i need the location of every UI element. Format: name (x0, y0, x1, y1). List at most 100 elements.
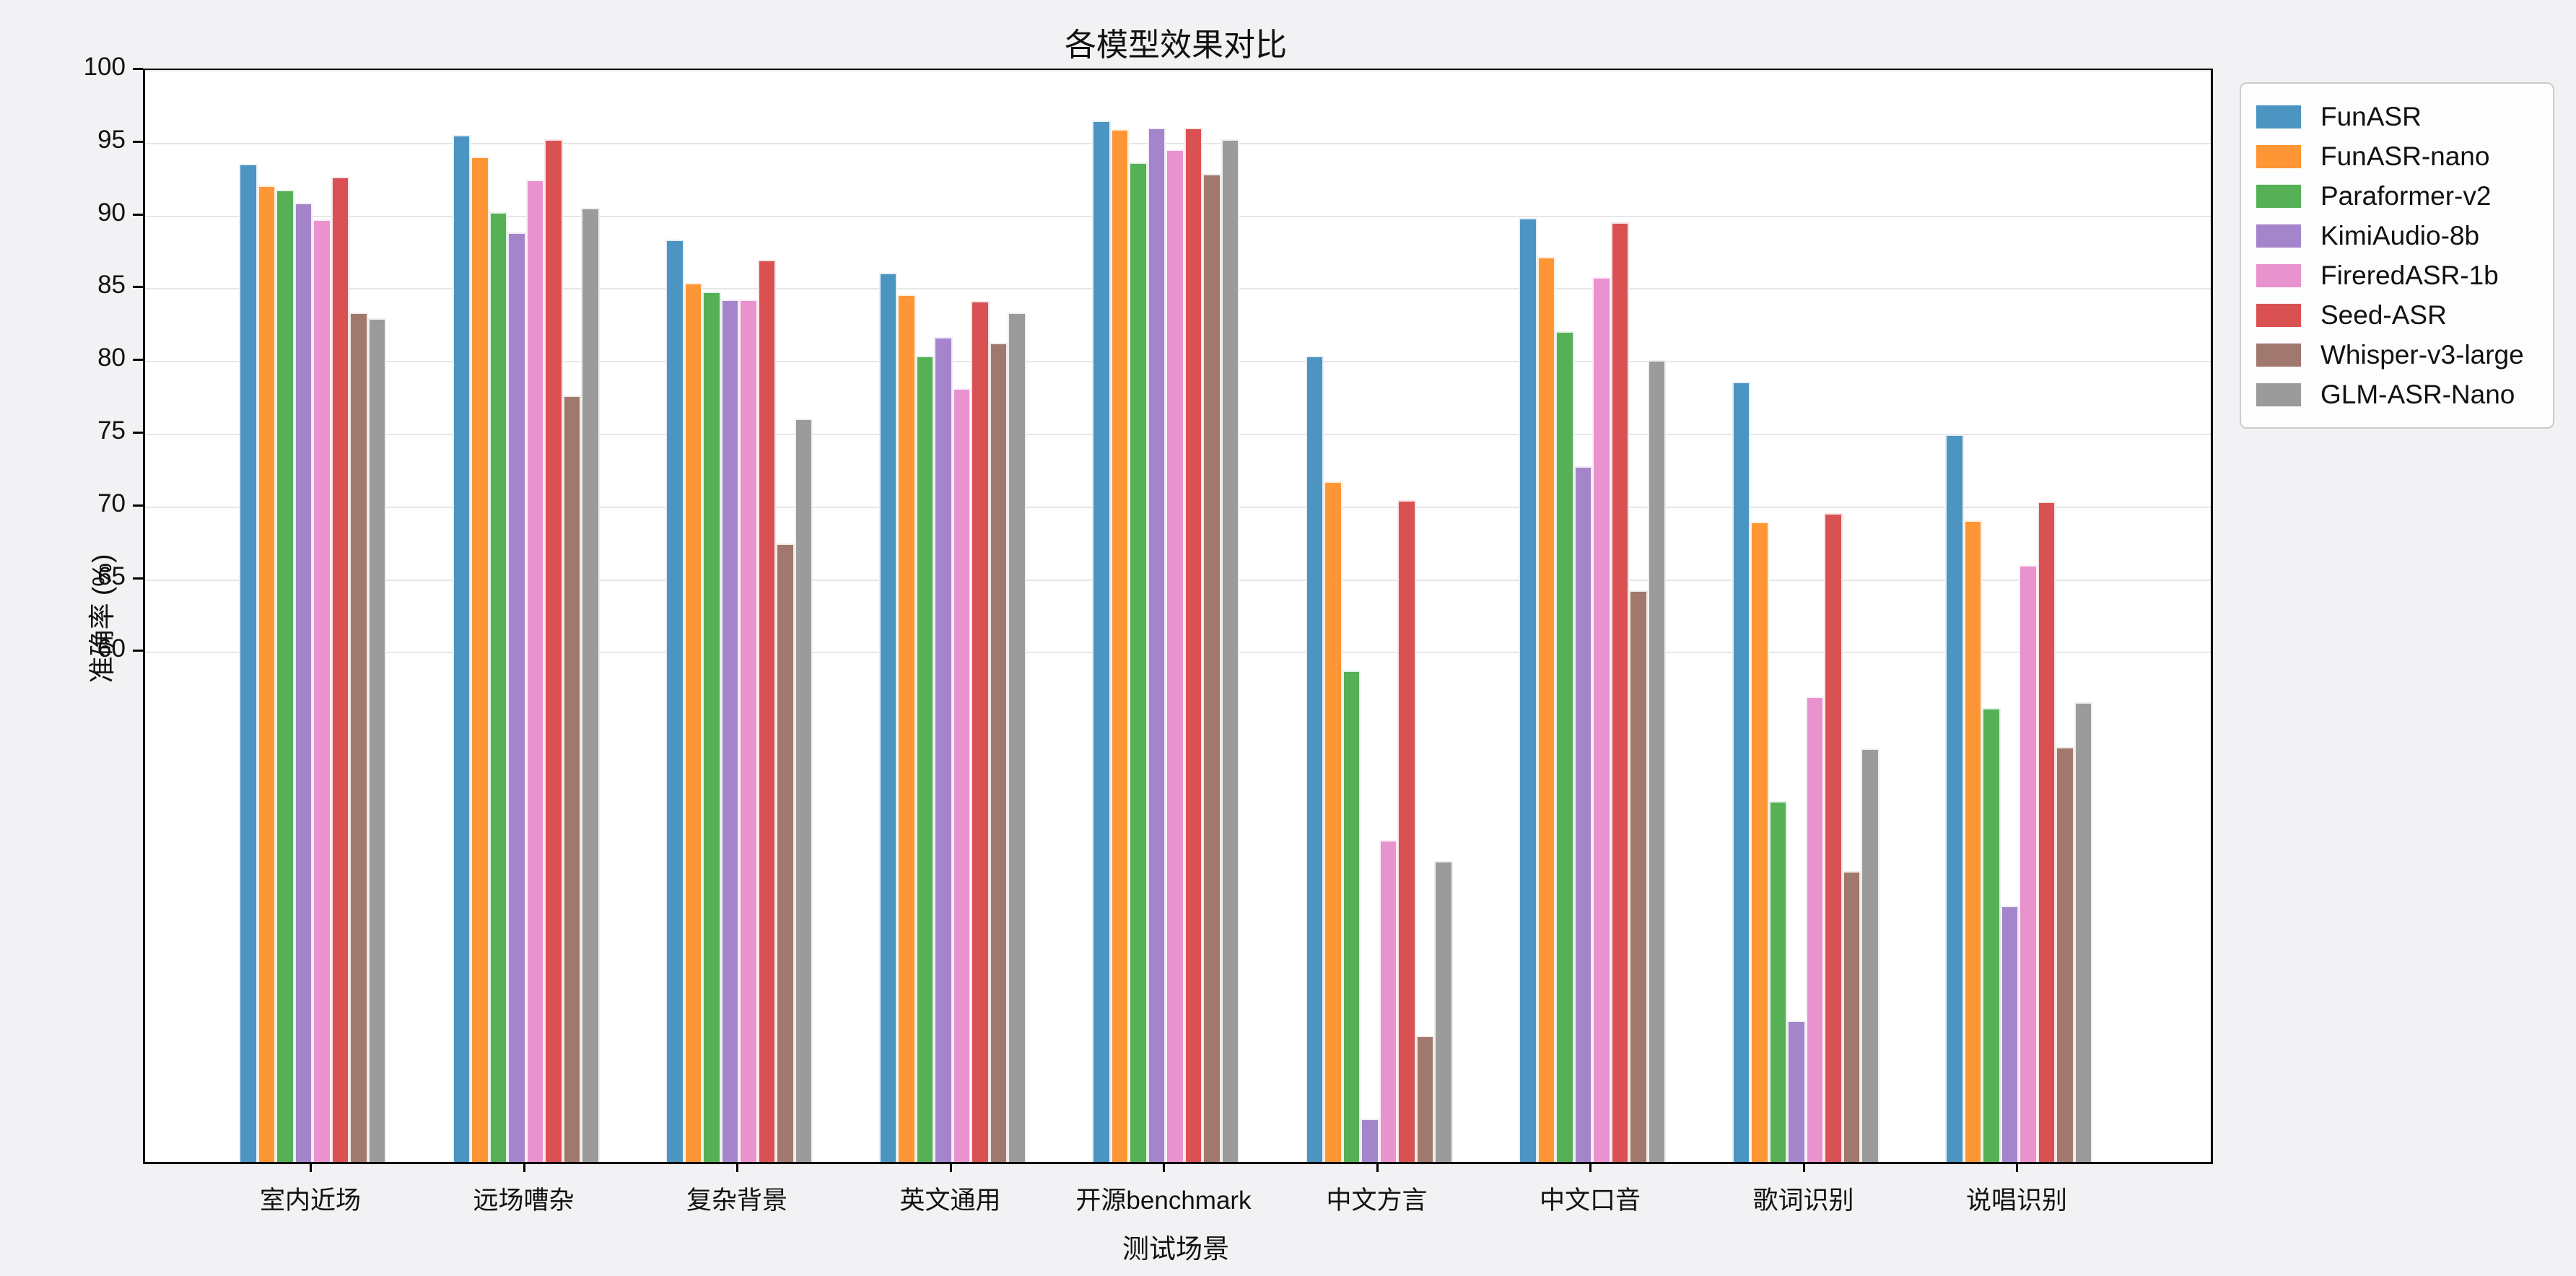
bar-Paraformer-v2-英文通用 (915, 356, 934, 1162)
legend-label: KimiAudio-8b (2320, 220, 2480, 250)
bar-FunASR-nano-复杂背景 (684, 283, 702, 1162)
bar-Seed-ASR-远场嘈杂 (544, 139, 563, 1162)
y-tick-label: 85 (97, 271, 126, 300)
legend-item-Seed-ASR: Seed-ASR (2256, 295, 2538, 335)
y-tick-label: 75 (97, 416, 126, 445)
bar-KimiAudio-8b-室内近场 (294, 203, 313, 1162)
bar-group-2 (452, 134, 600, 1162)
bar-Whisper-v3-large-歌词识别 (1842, 870, 1861, 1162)
y-tick-label: 65 (97, 561, 126, 590)
bar-KimiAudio-8b-英文通用 (934, 336, 953, 1162)
x-tick-label-6: 中文方言 (1326, 1187, 1428, 1215)
legend-label: Seed-ASR (2320, 300, 2447, 330)
x-tick-label-4: 英文通用 (899, 1187, 1001, 1215)
y-tick (133, 359, 143, 362)
legend-swatch (2256, 144, 2302, 169)
bar-Paraformer-v2-复杂背景 (702, 292, 721, 1162)
y-tick (133, 650, 143, 652)
legend-item-FireredASR-1b: FireredASR-1b (2256, 255, 2538, 295)
bar-Seed-ASR-中文口音 (1610, 222, 1629, 1162)
chart-title: 各模型效果对比 (1065, 27, 1287, 63)
bar-FunASR-nano-室内近场 (257, 185, 276, 1162)
bar-GLM-ASR-Nano-说唱识别 (2074, 702, 2092, 1162)
bar-FireredASR-1b-复杂背景 (739, 299, 758, 1162)
bar-Whisper-v3-large-远场嘈杂 (562, 395, 581, 1162)
bar-FunASR-英文通用 (878, 273, 897, 1162)
x-tick-label-2: 远场嘈杂 (473, 1187, 575, 1215)
bar-FunASR-nano-开源benchmark (1110, 128, 1129, 1162)
bar-FunASR-说唱识别 (1945, 434, 1964, 1162)
bar-GLM-ASR-Nano-英文通用 (1008, 312, 1026, 1162)
bar-Whisper-v3-large-中文口音 (1629, 590, 1648, 1162)
y-tick-label: 100 (83, 53, 126, 81)
gridline-y-100 (145, 70, 2211, 71)
bar-group-7 (1519, 217, 1666, 1162)
bar-Seed-ASR-中文方言 (1397, 499, 1416, 1162)
x-tick (736, 1162, 738, 1172)
y-tick-label: 90 (97, 198, 126, 227)
bar-FunASR-复杂背景 (665, 239, 684, 1162)
bar-FireredASR-1b-中文口音 (1592, 277, 1611, 1162)
bar-FunASR-nano-远场嘈杂 (471, 156, 489, 1162)
bar-Paraformer-v2-中文口音 (1555, 331, 1574, 1162)
bar-group-1 (239, 164, 386, 1162)
bar-KimiAudio-8b-中文方言 (1361, 1118, 1379, 1162)
legend-swatch (2256, 183, 2302, 209)
legend-swatch (2256, 342, 2302, 367)
bar-Seed-ASR-歌词识别 (1824, 512, 1843, 1162)
bar-Paraformer-v2-说唱识别 (1982, 708, 2001, 1162)
legend-item-GLM-ASR-Nano: GLM-ASR-Nano (2256, 375, 2538, 414)
bar-Paraformer-v2-远场嘈杂 (489, 211, 507, 1162)
bar-group-3 (665, 239, 813, 1162)
bar-Whisper-v3-large-复杂背景 (776, 543, 795, 1162)
bar-FunASR-歌词识别 (1732, 382, 1750, 1162)
legend-swatch (2256, 263, 2302, 288)
x-tick-label-5: 开源benchmark (1075, 1187, 1252, 1215)
x-tick-label-1: 室内近场 (259, 1187, 361, 1215)
x-tick-label-7: 中文口音 (1539, 1187, 1641, 1215)
bar-FireredASR-1b-室内近场 (313, 219, 331, 1162)
bar-Seed-ASR-开源benchmark (1184, 127, 1202, 1162)
legend-item-FunASR-nano: FunASR-nano (2256, 136, 2538, 176)
gridline-y-95 (145, 142, 2211, 144)
legend-item-Paraformer-v2: Paraformer-v2 (2256, 176, 2538, 216)
bar-FunASR-nano-中文方言 (1324, 481, 1342, 1162)
bar-FireredASR-1b-开源benchmark (1166, 149, 1184, 1162)
legend-swatch (2256, 223, 2302, 248)
bar-KimiAudio-8b-复杂背景 (720, 299, 739, 1162)
x-tick (949, 1162, 952, 1172)
x-tick (2016, 1162, 2018, 1172)
bar-GLM-ASR-Nano-复杂背景 (794, 418, 813, 1162)
bar-Whisper-v3-large-室内近场 (349, 312, 368, 1162)
bar-Whisper-v3-large-说唱识别 (2056, 747, 2074, 1162)
x-tick (523, 1162, 525, 1172)
bar-Whisper-v3-large-开源benchmark (1202, 174, 1221, 1162)
y-tick-label: 70 (97, 489, 126, 517)
legend-swatch (2256, 382, 2302, 407)
legend-label: FireredASR-1b (2320, 260, 2499, 290)
legend-label: Whisper-v3-large (2320, 339, 2524, 370)
bar-group-9 (1945, 434, 2092, 1162)
bar-FunASR-中文口音 (1519, 217, 1537, 1162)
bar-Seed-ASR-复杂背景 (757, 260, 776, 1162)
x-tick (1163, 1162, 1165, 1172)
bar-FireredASR-1b-说唱识别 (2019, 565, 2038, 1162)
bar-GLM-ASR-Nano-歌词识别 (1861, 748, 1879, 1162)
y-tick-label: 60 (97, 634, 126, 663)
bar-Whisper-v3-large-英文通用 (989, 343, 1008, 1162)
bar-group-6 (1305, 356, 1453, 1162)
legend-label: Paraformer-v2 (2320, 180, 2492, 211)
bar-FireredASR-1b-歌词识别 (1805, 696, 1824, 1162)
bar-FireredASR-1b-英文通用 (952, 388, 971, 1162)
bar-FunASR-nano-英文通用 (897, 294, 916, 1162)
y-tick (133, 504, 143, 507)
bar-FunASR-室内近场 (239, 164, 258, 1162)
bar-Paraformer-v2-歌词识别 (1768, 801, 1787, 1162)
bar-KimiAudio-8b-开源benchmark (1147, 127, 1166, 1162)
bar-GLM-ASR-Nano-远场嘈杂 (581, 207, 600, 1162)
bar-Seed-ASR-说唱识别 (2037, 501, 2056, 1162)
bar-FireredASR-1b-中文方言 (1379, 840, 1397, 1162)
bar-GLM-ASR-Nano-开源benchmark (1221, 139, 1239, 1162)
y-tick (133, 213, 143, 216)
